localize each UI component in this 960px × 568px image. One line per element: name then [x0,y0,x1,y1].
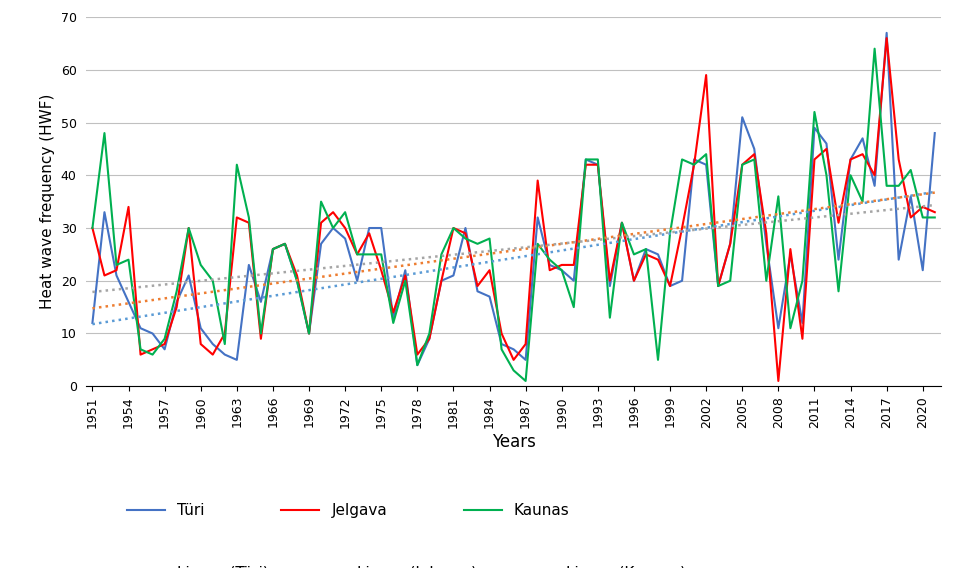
Linear (Türi) [592,241,604,248]
Jelgava [592,161,604,168]
Linear (Türi) [110,317,122,324]
Jelgava [905,214,917,221]
Türi [412,362,423,369]
Jelgava [929,209,941,216]
Linear (Türi) [881,196,893,203]
Linear (Türi) [86,321,98,328]
Linear (Jelgava) [495,249,507,256]
Y-axis label: Heat wave frequency (HWF): Heat wave frequency (HWF) [40,94,55,310]
Kaunas [869,45,880,52]
Jelgava [86,224,98,231]
Kaunas [207,277,219,284]
Türi [207,341,219,348]
Linear (Kaunas) [327,264,339,270]
Kaunas [86,224,98,231]
Linear (Kaunas) [881,207,893,214]
Türi [881,30,893,36]
Linear (Kaunas) [86,289,98,295]
Linear (Kaunas) [110,286,122,293]
Linear (Kaunas) [929,202,941,208]
Türi [905,193,917,200]
Türi [929,130,941,136]
Jelgava [881,35,893,41]
Kaunas [857,198,869,205]
Line: Linear (Türi): Linear (Türi) [92,192,935,324]
Kaunas [905,166,917,173]
Jelgava [110,267,122,274]
Linear (Jelgava) [110,302,122,308]
Türi [86,320,98,327]
Jelgava [773,378,784,385]
Kaunas [110,261,122,268]
Linear (Jelgava) [86,305,98,312]
Linear (Türi) [399,272,411,278]
Kaunas [495,346,507,353]
Line: Linear (Jelgava): Linear (Jelgava) [92,193,935,308]
Linear (Türi) [327,283,339,290]
Line: Linear (Kaunas): Linear (Kaunas) [92,205,935,292]
Linear (Jelgava) [399,262,411,269]
Linear (Jelgava) [929,189,941,196]
Line: Kaunas: Kaunas [92,49,935,381]
Line: Jelgava: Jelgava [92,38,935,381]
Kaunas [520,378,532,385]
Linear (Kaunas) [399,256,411,263]
Jelgava [857,151,869,157]
X-axis label: Years: Years [492,433,536,452]
Kaunas [604,314,615,321]
Türi [857,135,869,142]
Türi [508,346,519,353]
Linear (Jelgava) [327,272,339,279]
Türi [110,272,122,279]
Line: Türi: Türi [92,33,935,365]
Linear (Kaunas) [592,236,604,243]
Linear (Jelgava) [592,236,604,243]
Linear (Türi) [929,189,941,195]
Türi [604,283,615,290]
Linear (Jelgava) [881,196,893,203]
Kaunas [929,214,941,221]
Jelgava [495,330,507,337]
Jelgava [207,351,219,358]
Linear (Türi) [495,257,507,264]
Linear (Kaunas) [495,247,507,253]
Legend: Linear (Türi), Linear (Jelgava), Linear (Kaunas): Linear (Türi), Linear (Jelgava), Linear … [121,559,692,568]
